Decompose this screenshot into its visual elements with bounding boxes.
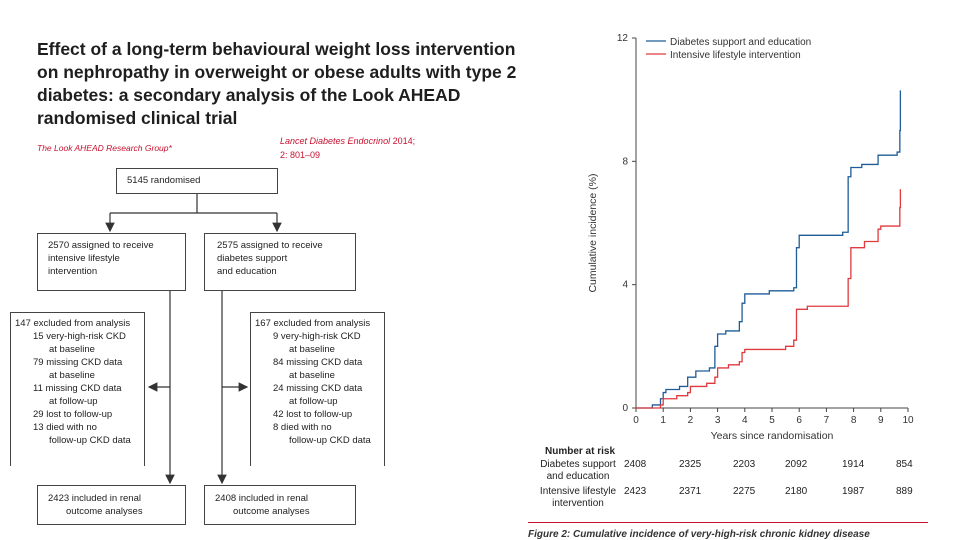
citation: Lancet Diabetes Endocrinol 2014; 2: 801–… — [280, 134, 415, 162]
included-line: 2423 included in renal — [48, 493, 141, 504]
excluded-item: at follow-up — [49, 396, 98, 407]
dse-assigned-box: 2575 assigned to receive diabetes suppor… — [204, 233, 356, 291]
excluded-item: follow-up CKD data — [49, 435, 131, 446]
included-line: 2408 included in renal — [215, 493, 308, 504]
caption-rule — [528, 522, 928, 523]
author-line: The Look AHEAD Research Group* — [37, 143, 172, 153]
risk-row-label: Intensive lifestyle intervention — [539, 486, 617, 509]
ils-assigned-line: 2570 assigned to receive — [48, 240, 154, 251]
dse-included-box: 2408 included in renal outcome analyses — [204, 485, 356, 525]
excluded-item: 9 very-high-risk CKD — [273, 331, 361, 342]
dse-excluded-box: 167 excluded from analysis 9 very-high-r… — [250, 312, 385, 466]
ils-excluded-box: 147 excluded from analysis 15 very-high-… — [10, 312, 145, 466]
excluded-item: 42 lost to follow-up — [273, 409, 353, 420]
risk-value: 2092 — [785, 459, 808, 470]
x-tick-label: 10 — [902, 415, 914, 426]
risk-value: 2180 — [785, 486, 808, 497]
x-axis-label: Years since randomisation — [711, 430, 834, 442]
paper-title: Effect of a long-term behavioural weight… — [37, 39, 517, 128]
ils-assigned-line: intensive lifestyle — [48, 253, 120, 264]
series-line-diabetes-support — [636, 90, 902, 409]
risk-table-header: Number at risk — [545, 446, 616, 457]
dse-assigned-line: diabetes support — [217, 253, 288, 264]
x-tick-label: 1 — [660, 415, 666, 426]
ils-included-box: 2423 included in renal outcome analyses — [37, 485, 186, 525]
y-tick-label: 0 — [622, 403, 628, 414]
x-tick-label: 7 — [824, 415, 830, 426]
legend-entry: Diabetes support and education — [670, 37, 811, 48]
x-tick-label: 6 — [796, 415, 802, 426]
excluded-item: at baseline — [49, 370, 95, 381]
risk-value: 1987 — [842, 486, 865, 497]
dse-assigned-line: 2575 assigned to receive — [217, 240, 323, 251]
excluded-item: 24 missing CKD data — [273, 383, 363, 394]
citation-journal: Lancet Diabetes Endocrinol — [280, 136, 391, 146]
included-line: outcome analyses — [233, 506, 310, 517]
risk-value: 2371 — [679, 486, 702, 497]
risk-value: 2408 — [624, 459, 647, 470]
series-line-intensive-lifestyle — [636, 189, 902, 409]
x-tick-label: 8 — [851, 415, 857, 426]
excluded-item: at baseline — [49, 344, 95, 355]
excluded-item: 13 died with no — [33, 422, 97, 433]
risk-value: 854 — [896, 459, 913, 470]
risk-value: 889 — [896, 486, 913, 497]
risk-value: 2423 — [624, 486, 647, 497]
ils-assigned-line: intervention — [48, 266, 98, 277]
excluded-head: 167 excluded from analysis — [255, 318, 371, 329]
included-line: outcome analyses — [66, 506, 143, 517]
y-tick-label: 12 — [617, 33, 629, 44]
x-tick-label: 0 — [633, 415, 639, 426]
excluded-item: at follow-up — [289, 396, 338, 407]
excluded-item: 84 missing CKD data — [273, 357, 363, 368]
excluded-head: 147 excluded from analysis — [15, 318, 131, 329]
legend-entry: Intensive lifestyle intervention — [670, 50, 801, 61]
excluded-item: 79 missing CKD data — [33, 357, 123, 368]
x-tick-label: 3 — [715, 415, 721, 426]
randomised-box: 5145 randomised — [116, 168, 278, 194]
excluded-item: follow-up CKD data — [289, 435, 371, 446]
risk-value: 2203 — [733, 459, 756, 470]
excluded-item: 29 lost to follow-up — [33, 409, 113, 420]
x-tick-label: 5 — [769, 415, 775, 426]
citation-pages: 2: 801–09 — [280, 150, 321, 160]
excluded-item: 15 very-high-risk CKD — [33, 331, 126, 342]
y-tick-label: 8 — [622, 156, 628, 167]
y-tick-label: 4 — [622, 280, 628, 291]
ils-assigned-box: 2570 assigned to receive intensive lifes… — [37, 233, 186, 291]
excluded-item: 8 died with no — [273, 422, 332, 433]
risk-value: 2275 — [733, 486, 756, 497]
x-tick-label: 9 — [878, 415, 884, 426]
excluded-item: at baseline — [289, 344, 335, 355]
x-tick-label: 4 — [742, 415, 748, 426]
excluded-item: 11 missing CKD data — [33, 383, 122, 394]
citation-year: 2014; — [392, 136, 416, 146]
y-axis-label: Cumulative incidence (%) — [587, 173, 599, 292]
dse-assigned-line: and education — [217, 266, 277, 277]
x-tick-label: 2 — [688, 415, 694, 426]
excluded-item: at baseline — [289, 370, 335, 381]
risk-value: 1914 — [842, 459, 865, 470]
risk-value: 2325 — [679, 459, 702, 470]
risk-row-label: Diabetes support and education — [540, 459, 616, 482]
figure-caption: Figure 2: Cumulative incidence of very-h… — [528, 529, 870, 540]
